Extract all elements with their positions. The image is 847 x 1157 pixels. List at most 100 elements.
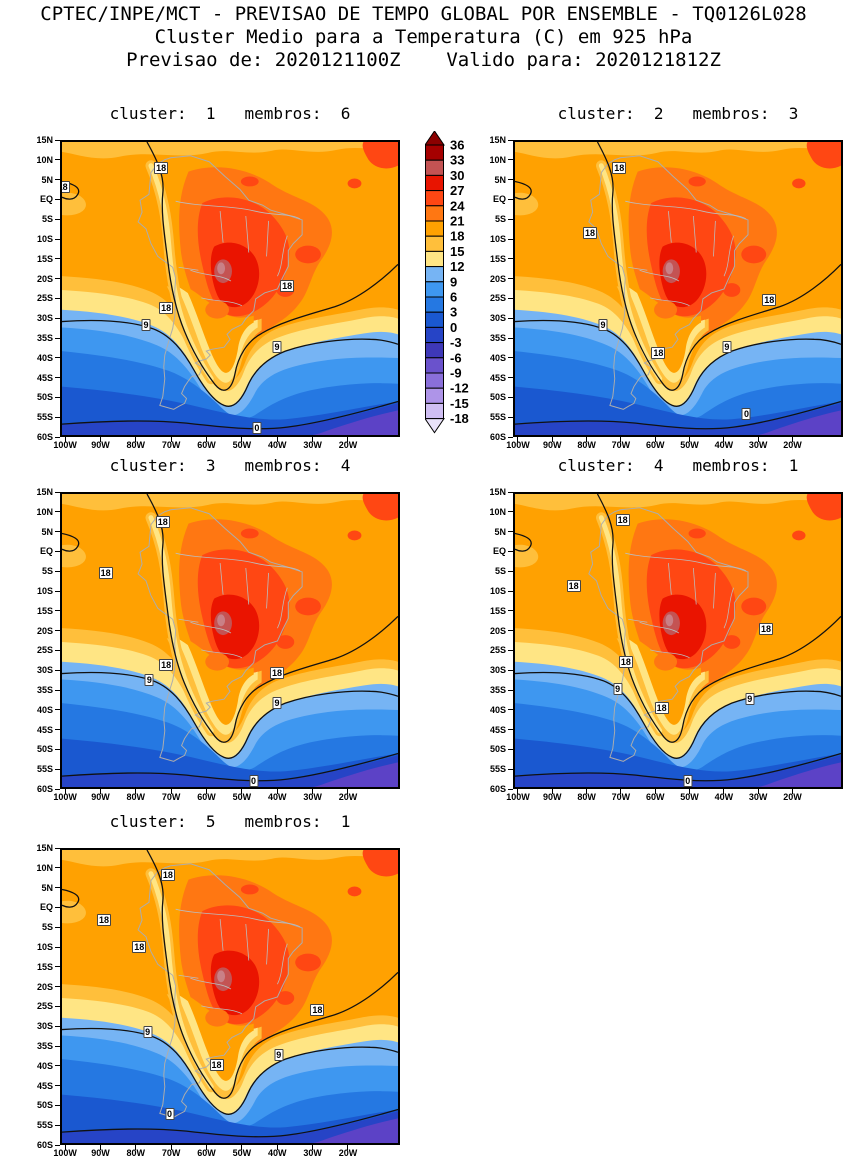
lon-tick-label: 100W: [53, 1148, 77, 1157]
lon-tick-label: 100W: [53, 792, 77, 802]
lat-tick: [55, 946, 60, 948]
lat-tick: [55, 550, 60, 552]
lat-tick-label: 35S: [489, 333, 506, 343]
colorbar-level-label: -18: [450, 411, 469, 426]
lon-tick-label: 30W: [303, 1148, 322, 1157]
cluster-panel-2: 18 18 18 9 18 9 0 15N 10N 5N EQ 5S 10S 15S 20S 25S 30S 35…: [489, 136, 843, 450]
lon-tick-label: 40W: [714, 440, 734, 450]
lat-tick: [55, 416, 60, 418]
lat-tick-label: 45S: [489, 724, 506, 735]
contour-label: 18: [209, 1059, 224, 1072]
lat-tick-label: 20S: [489, 273, 506, 284]
lon-tick-label: 40W: [714, 792, 734, 802]
lon-tick-label: 80W: [126, 440, 146, 450]
lon-tick-label: 70W: [611, 440, 631, 450]
lon-tick: [241, 789, 243, 794]
lon-tick: [312, 437, 314, 442]
lon-tick-label: 30W: [748, 440, 768, 450]
colorbar-cell: [425, 311, 444, 328]
contour-label: 18: [582, 226, 597, 239]
lat-tick: [55, 1124, 60, 1126]
lat-tick-label: 10N: [36, 154, 53, 165]
lon-tick: [654, 437, 656, 442]
panel-title: cluster: 5 membros: 1: [109, 812, 351, 831]
lat-tick-label: EQ: [39, 546, 53, 557]
figure-title-line3: Previsao de: 2020121100Z Valido para: 20…: [126, 49, 721, 71]
contour-label: 18: [566, 580, 581, 593]
lon-tick-label: 40W: [267, 792, 287, 802]
lat-tick-label: 5S: [41, 214, 53, 225]
lon-tick-label: 70W: [161, 1148, 181, 1157]
lat-tick: [508, 491, 513, 493]
lat-tick-label: 25S: [36, 293, 53, 304]
lat-tick: [55, 887, 60, 889]
contour-label: 18: [612, 162, 627, 175]
map-frame: 18 18 18 18 9 9 0: [60, 492, 400, 789]
lat-tick-label: 35S: [489, 685, 506, 695]
colorbar-level-label: 15: [450, 244, 464, 259]
lat-tick: [508, 649, 513, 651]
contour-label: 18: [615, 514, 630, 527]
contour-label: 18: [270, 666, 285, 679]
lon-tick-label: 50W: [680, 792, 699, 802]
lon-tick: [135, 437, 137, 442]
lon-tick: [654, 789, 656, 794]
lat-tick: [55, 1025, 60, 1027]
lat-tick: [55, 1005, 60, 1007]
lat-tick: [55, 436, 60, 438]
colorbar-level-label: 6: [450, 290, 457, 305]
lon-tick-label: 60W: [645, 792, 665, 802]
lat-tick-label: 50S: [489, 392, 506, 403]
lon-tick: [620, 437, 622, 442]
colorbar-level-label: 3: [450, 305, 457, 320]
lon-tick: [757, 437, 759, 442]
lat-tick: [508, 689, 513, 691]
lat-tick: [508, 768, 513, 770]
lat-tick-label: 5S: [494, 214, 506, 225]
lat-tick: [508, 748, 513, 750]
colorbar-level-label: 12: [450, 259, 464, 274]
lon-tick: [723, 437, 725, 442]
lon-tick: [276, 1145, 278, 1150]
contour-label: 18: [160, 868, 175, 881]
lon-tick: [135, 1145, 137, 1150]
figure-title-line2: Cluster Medio para a Temperatura (C) em …: [154, 26, 693, 48]
temperature-map: [515, 142, 841, 435]
lon-tick: [551, 437, 553, 442]
cluster-panel-1: 18 18 18 18 9 9 0 15N 10N 5N EQ 5S 10S 15S 20S 25S 30S 35…: [36, 136, 400, 450]
lon-tick: [135, 789, 137, 794]
lat-tick: [508, 570, 513, 572]
panel-title: cluster: 2 membros: 3: [557, 104, 799, 123]
lon-tick-label: 20W: [338, 1148, 358, 1157]
lat-tick: [508, 258, 513, 260]
colorbar-cell: [425, 205, 444, 222]
colorbar-level-label: -6: [450, 350, 462, 365]
map-frame: 18 18 18 18 9 9 18 0: [60, 848, 400, 1145]
lat-tick-label: 50S: [36, 1100, 53, 1111]
lon-tick: [170, 1145, 172, 1150]
colorbar-level-label: 33: [450, 153, 464, 168]
lat-tick-label: 40S: [36, 352, 53, 363]
lat-tick: [55, 847, 60, 849]
colorbar-above-arrow: [424, 130, 445, 146]
lat-tick-label: 10S: [489, 234, 506, 244]
lat-tick: [55, 377, 60, 379]
contour-label: 9: [598, 319, 608, 332]
lat-tick: [508, 198, 513, 200]
contour-label: 18: [762, 294, 777, 307]
lat-tick: [55, 218, 60, 220]
lat-tick-label: EQ: [39, 194, 53, 205]
lat-tick-label: 30S: [489, 313, 506, 324]
lat-tick: [55, 867, 60, 869]
lat-tick-label: EQ: [39, 902, 53, 913]
lat-tick: [508, 396, 513, 398]
lat-tick: [55, 357, 60, 359]
contour-label: 0: [252, 421, 262, 434]
lon-tick-label: 40W: [267, 1148, 287, 1157]
lat-tick: [508, 278, 513, 280]
lat-tick: [55, 966, 60, 968]
lat-tick: [55, 788, 60, 790]
lon-tick-label: 100W: [506, 440, 530, 450]
map-frame: 18 18 18 9 18 9 0: [513, 140, 843, 437]
